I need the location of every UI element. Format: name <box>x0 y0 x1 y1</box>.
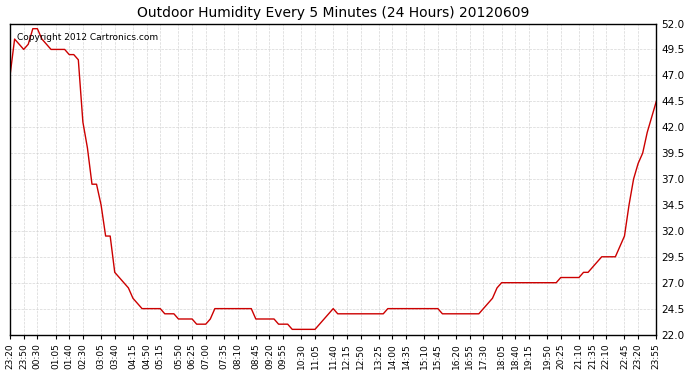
Title: Outdoor Humidity Every 5 Minutes (24 Hours) 20120609: Outdoor Humidity Every 5 Minutes (24 Hou… <box>137 6 529 20</box>
Text: Copyright 2012 Cartronics.com: Copyright 2012 Cartronics.com <box>17 33 157 42</box>
